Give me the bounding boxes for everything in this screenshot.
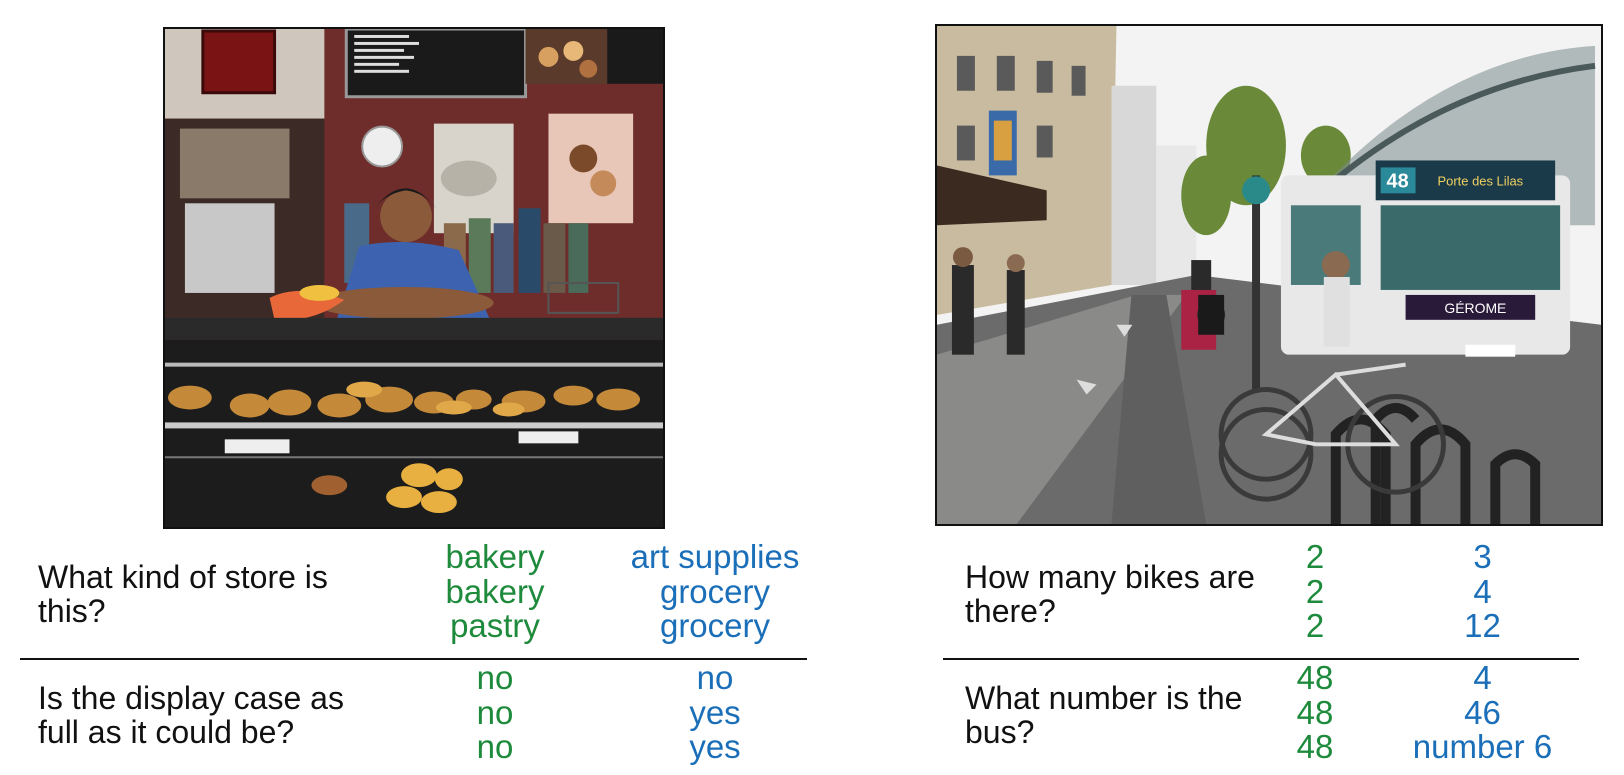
bus-number-sign: 48 [1387,170,1409,192]
answer: 48 [1296,693,1334,731]
human-answers: bakery bakery pastry [380,538,610,644]
qa-row-bike-count: How many bikes are there? 2 2 2 3 4 12 [943,538,1581,660]
answer: grocery [659,607,771,644]
answer: grocery [659,572,771,610]
bakery-photo-illustration [165,29,663,527]
answer: no [476,728,514,765]
qa-table-left: What kind of store is this? bakery baker… [20,538,807,774]
answer: no [476,659,514,696]
answer: 4 [1473,659,1492,696]
answer: 2 [1305,538,1325,575]
question: What number is the bus? [965,680,1243,750]
answer: 48 [1296,728,1334,765]
question: What kind of store is this? [38,559,328,629]
bus-street-illustration: 48 Porte des Lilas GÉROME [937,26,1601,524]
human-answers: 48 48 48 [1235,659,1395,765]
qa-row-display-case: Is the display case as full as it could … [20,659,807,774]
qa-table-right: How many bikes are there? 2 2 2 3 4 12 W… [943,538,1581,774]
question: Is the display case as full as it could … [38,680,344,750]
question: How many bikes are there? [965,559,1255,629]
answer: 12 [1464,607,1501,644]
answer: bakery [445,572,545,610]
bus-street-photo: 48 Porte des Lilas GÉROME [935,24,1603,526]
answer: yes [689,693,741,731]
bus-destination-sign: Porte des Lilas [1438,173,1524,188]
answer: bakery [445,538,545,575]
answer: no [696,659,734,696]
answer: number 6 [1412,728,1553,765]
qa-row-store-kind: What kind of store is this? bakery baker… [20,538,807,660]
bakery-photo [163,27,665,529]
bus-ad-text: GÉROME [1444,300,1506,316]
other-answers: 4 46 number 6 [1375,659,1590,765]
other-answers: no yes yes [600,659,830,765]
answer: art supplies [630,538,800,575]
answer: 4 [1473,572,1492,610]
answer: 48 [1296,659,1334,696]
answer: 2 [1305,572,1325,610]
human-answers: 2 2 2 [1235,538,1395,644]
other-answers: 3 4 12 [1375,538,1590,644]
answer: no [476,693,514,731]
answer: 3 [1473,538,1492,575]
other-answers: art supplies grocery grocery [600,538,830,644]
row-divider [20,658,807,660]
answer: 46 [1464,693,1501,731]
answer: yes [689,728,741,765]
row-divider [943,658,1579,660]
answer: 2 [1305,607,1325,644]
human-answers: no no no [380,659,610,765]
qa-row-bus-number: What number is the bus? 48 48 48 4 46 nu… [945,659,1581,774]
answer: pastry [450,607,540,644]
